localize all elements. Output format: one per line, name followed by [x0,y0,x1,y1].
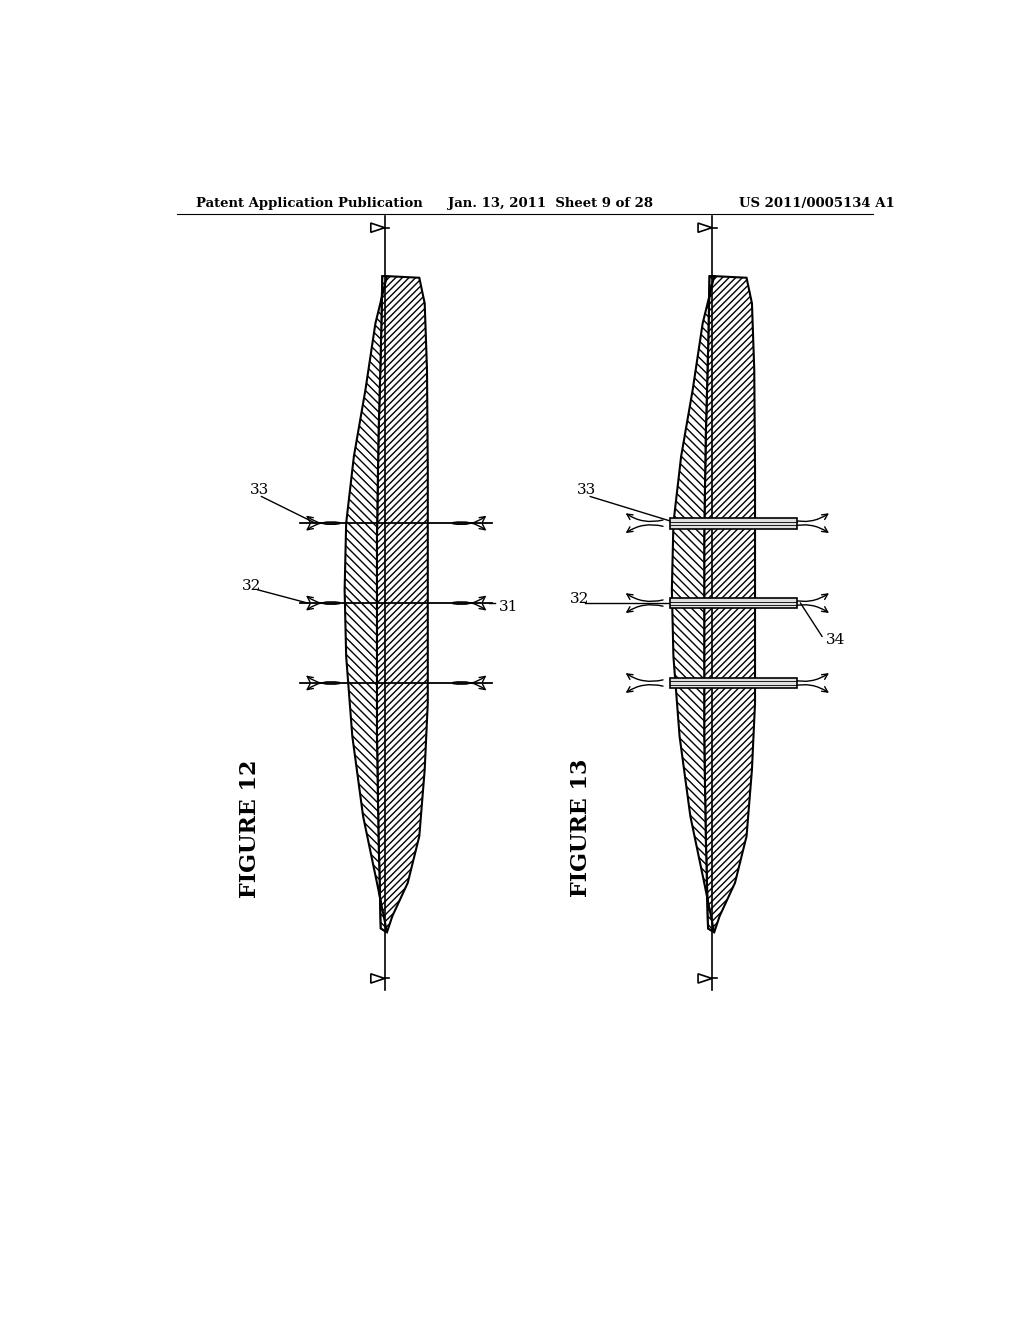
Text: Patent Application Publication: Patent Application Publication [196,197,423,210]
Polygon shape [705,276,755,932]
Text: FIGURE 12: FIGURE 12 [239,759,261,898]
Text: Jan. 13, 2011  Sheet 9 of 28: Jan. 13, 2011 Sheet 9 of 28 [447,197,653,210]
Polygon shape [377,276,428,932]
Polygon shape [698,974,712,983]
Polygon shape [698,223,712,232]
Text: FIGURE 13: FIGURE 13 [570,759,592,898]
Polygon shape [672,276,714,932]
Polygon shape [371,223,385,232]
Text: 32: 32 [569,593,589,606]
Text: 34: 34 [826,634,845,647]
Text: 33: 33 [250,483,269,498]
Text: US 2011/0005134 A1: US 2011/0005134 A1 [739,197,895,210]
Bar [670,677,797,689]
Polygon shape [345,276,387,932]
Bar [670,598,797,609]
Polygon shape [371,974,385,983]
Bar [670,517,797,528]
Text: 32: 32 [243,579,261,593]
Text: 33: 33 [578,483,596,498]
Text: 31: 31 [499,599,518,614]
